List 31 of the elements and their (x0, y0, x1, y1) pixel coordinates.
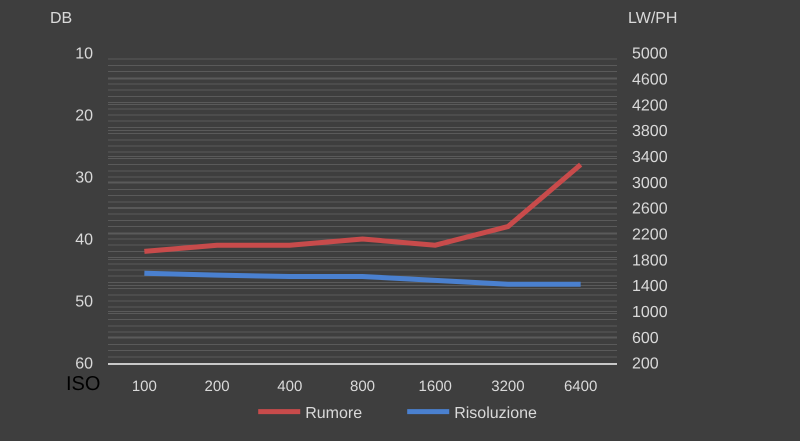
x-tick-label: 1600 (418, 378, 452, 395)
y2-tick-label: 2200 (632, 226, 668, 244)
y-tick-label: 20 (75, 108, 94, 125)
x-tick-label: 400 (277, 378, 302, 395)
y2-tick-label: 5000 (632, 46, 668, 63)
y2-tick-label: 2600 (632, 200, 668, 218)
y2-axis-title: LW/PH (628, 10, 678, 27)
y-tick-label: 50 (75, 294, 94, 311)
y-tick-label: 30 (75, 170, 94, 187)
x-tick-label: 3200 (491, 378, 525, 395)
x-tick-label: 100 (132, 378, 157, 395)
legend-label: Rumore (305, 404, 362, 422)
y2-tick-label: 3000 (632, 174, 668, 192)
x-tick-label: 6400 (564, 378, 598, 395)
y2-tick-label: 200 (632, 356, 659, 373)
x-tick-label: 800 (350, 378, 376, 395)
y-tick-label: 40 (75, 232, 94, 249)
y2-tick-label: 4200 (632, 97, 668, 114)
y2-tick-label: 600 (632, 330, 659, 347)
y-tick-label: 10 (75, 46, 94, 63)
y-axis-title: DB (50, 10, 72, 27)
legend-label: Risoluzione (454, 404, 538, 422)
x-tick-label: 200 (204, 378, 230, 395)
x-axis-title: ISO (66, 373, 100, 395)
y2-tick-label: 1400 (632, 278, 668, 296)
y2-tick-label: 3400 (632, 148, 668, 166)
y2-tick-label: 4600 (632, 71, 668, 88)
y2-tick-label: 3800 (632, 123, 668, 140)
y2-tick-label: 1000 (632, 304, 668, 321)
y-tick-label: 60 (75, 356, 94, 373)
y2-tick-label: 1800 (632, 252, 668, 270)
